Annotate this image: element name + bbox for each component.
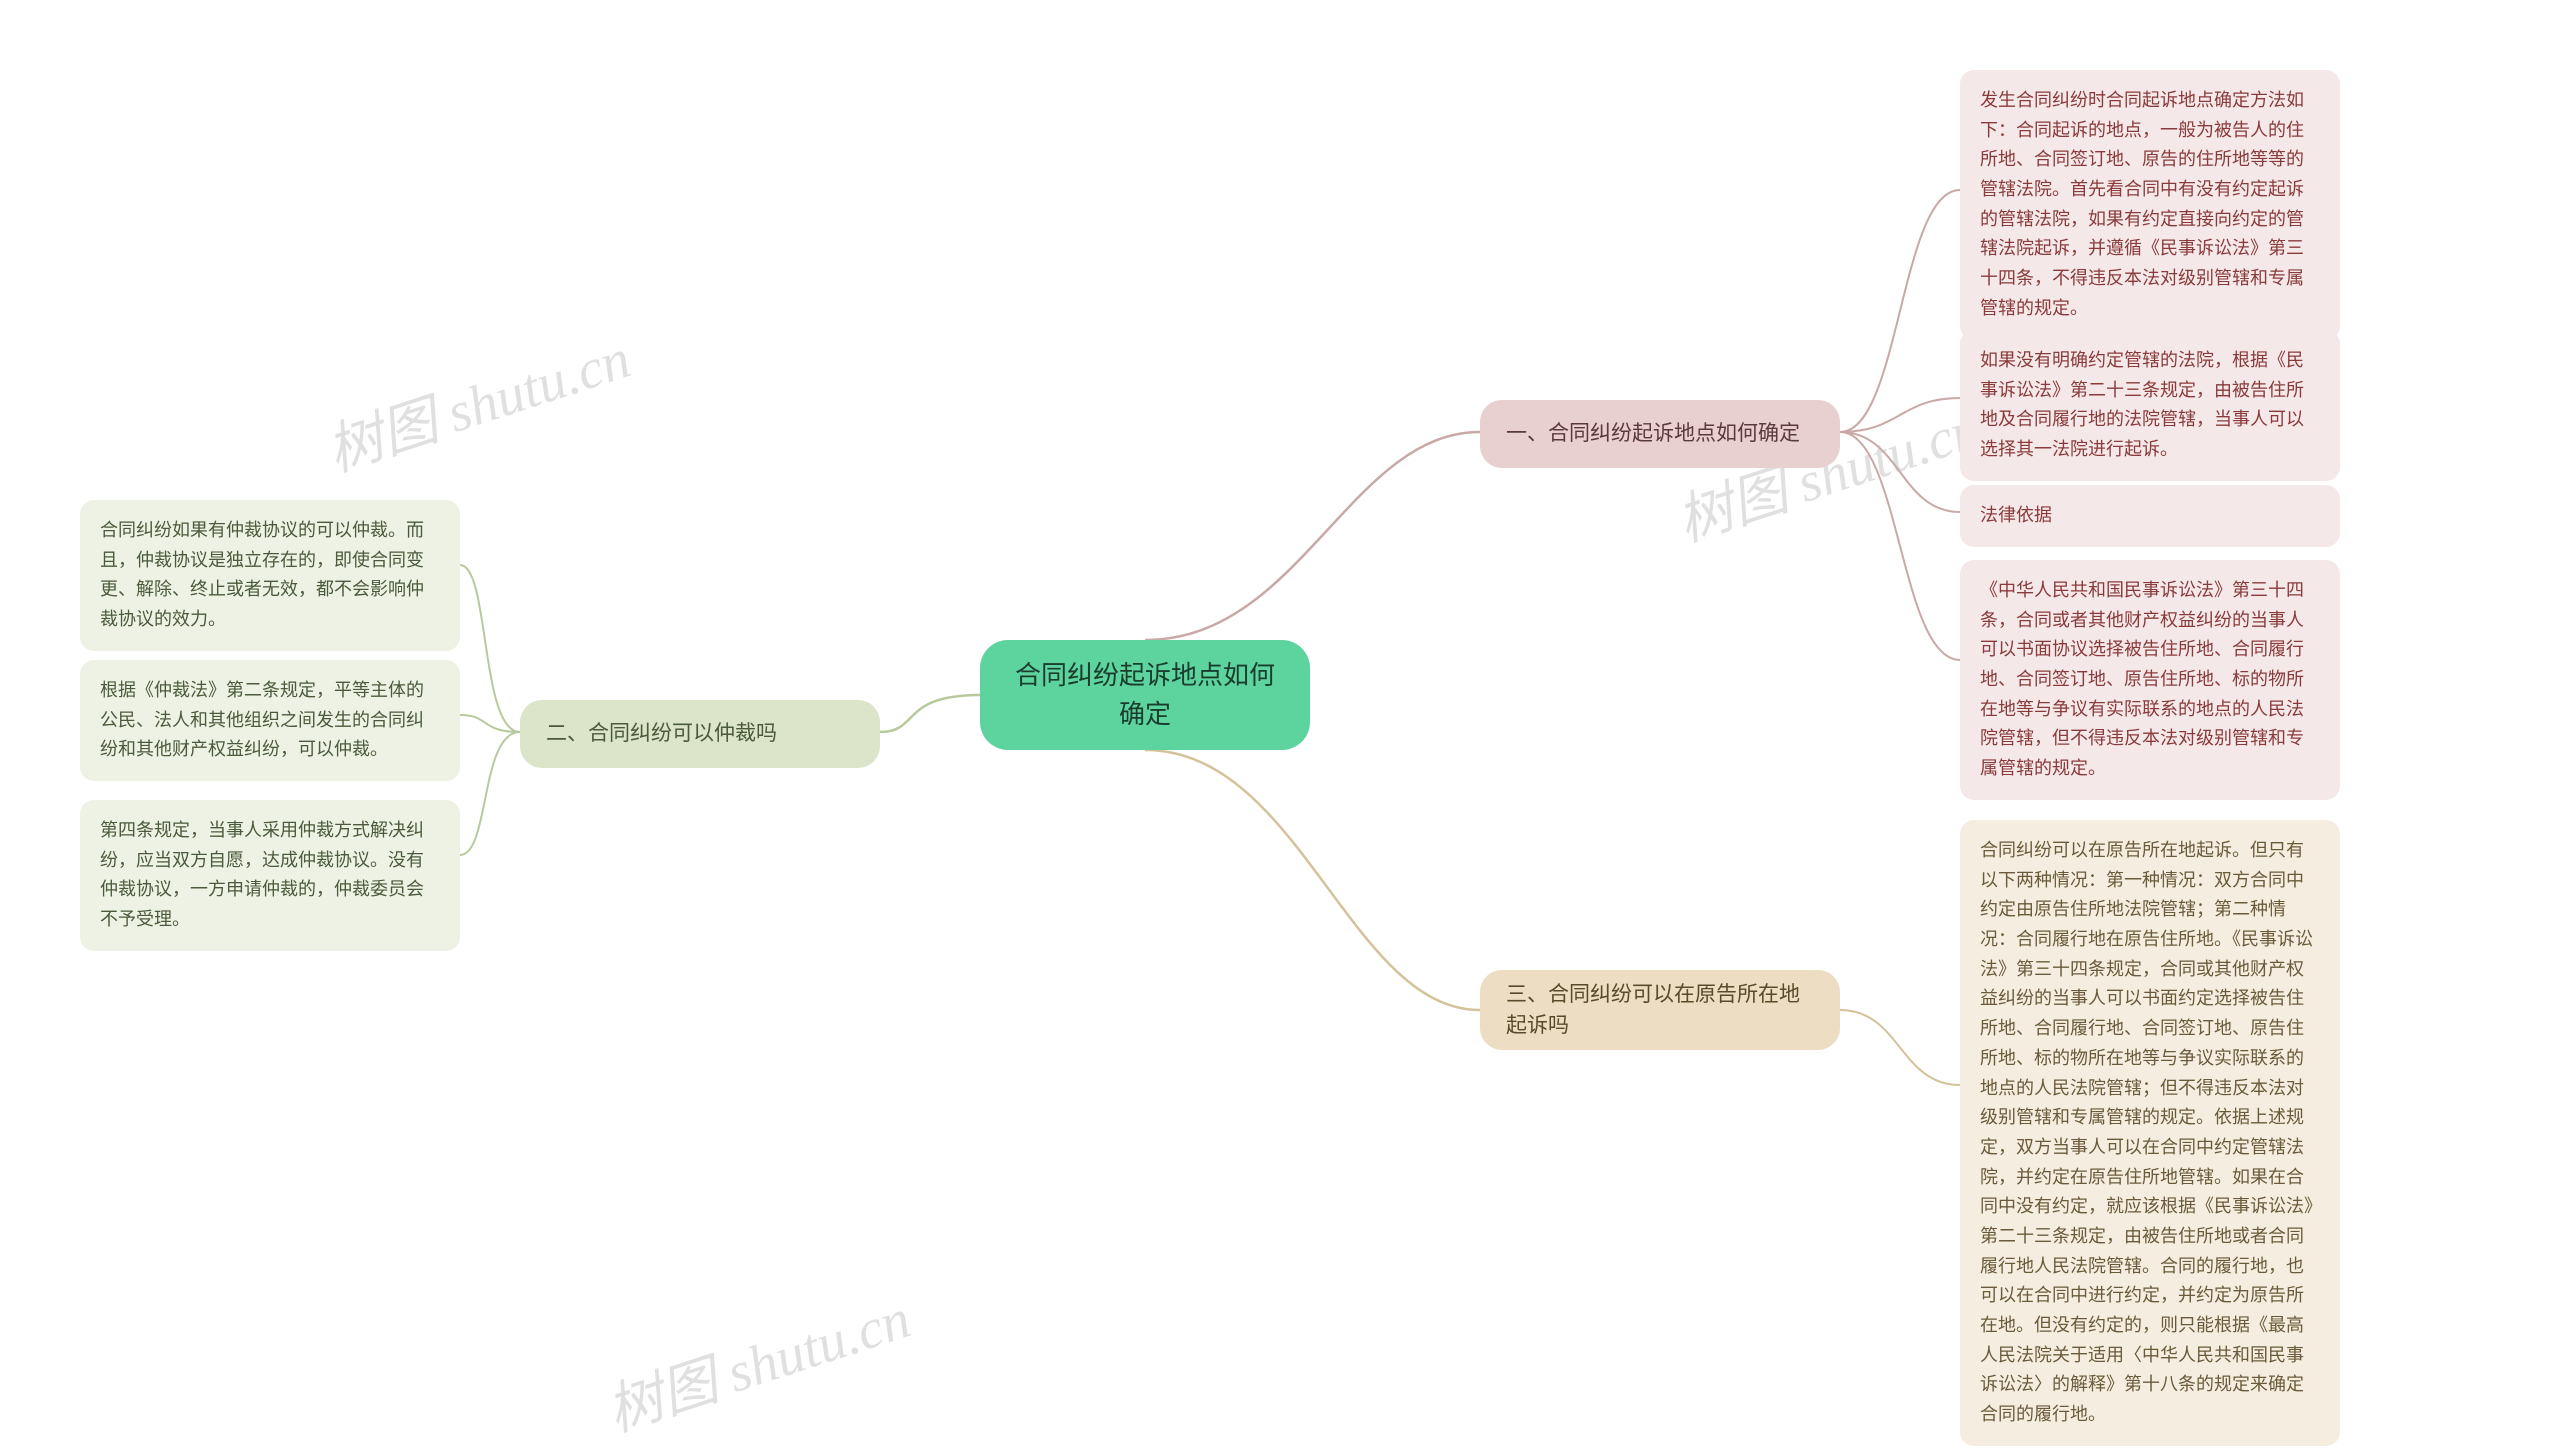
watermark: 树图 shutu.cn bbox=[595, 1273, 919, 1447]
leaf-node-3-0[interactable]: 合同纠纷可以在原告所在地起诉。但只有以下两种情况：第一种情况：双方合同中约定由原… bbox=[1960, 820, 2340, 1446]
edge-root-branch2 bbox=[880, 695, 980, 732]
root-node[interactable]: 合同纠纷起诉地点如何确定 bbox=[980, 640, 1310, 750]
leaf-node-1-2[interactable]: 法律依据 bbox=[1960, 485, 2340, 547]
mindmap-canvas: 树图 shutu.cn 树图 shutu.cn 树图 shutu.cn 合同纠纷… bbox=[0, 0, 2560, 1389]
watermark: 树图 shutu.cn bbox=[315, 313, 639, 487]
edge-branch2-leaves bbox=[460, 565, 520, 855]
edge-root-branch3 bbox=[1145, 750, 1480, 1010]
edge-branch3-leaf bbox=[1840, 1010, 1960, 1085]
edge-root-branch1 bbox=[1145, 432, 1480, 640]
leaf-node-1-0[interactable]: 发生合同纠纷时合同起诉地点确定方法如下：合同起诉的地点，一般为被告人的住所地、合… bbox=[1960, 70, 2340, 340]
leaf-node-2-1[interactable]: 根据《仲裁法》第二条规定，平等主体的公民、法人和其他组织之间发生的合同纠纷和其他… bbox=[80, 660, 460, 781]
leaf-node-1-3[interactable]: 《中华人民共和国民事诉讼法》第三十四条，合同或者其他财产权益纠纷的当事人可以书面… bbox=[1960, 560, 2340, 800]
leaf-node-2-2[interactable]: 第四条规定，当事人采用仲裁方式解决纠纷，应当双方自愿，达成仲裁协议。没有仲裁协议… bbox=[80, 800, 460, 951]
branch-node-3[interactable]: 三、合同纠纷可以在原告所在地起诉吗 bbox=[1480, 970, 1840, 1050]
leaf-node-2-0[interactable]: 合同纠纷如果有仲裁协议的可以仲裁。而且，仲裁协议是独立存在的，即使合同变更、解除… bbox=[80, 500, 460, 651]
branch-node-1[interactable]: 一、合同纠纷起诉地点如何确定 bbox=[1480, 400, 1840, 468]
leaf-node-1-1[interactable]: 如果没有明确约定管辖的法院，根据《民事诉讼法》第二十三条规定，由被告住所地及合同… bbox=[1960, 330, 2340, 481]
edge-branch1-leaves bbox=[1840, 190, 1960, 660]
branch-node-2[interactable]: 二、合同纠纷可以仲裁吗 bbox=[520, 700, 880, 768]
